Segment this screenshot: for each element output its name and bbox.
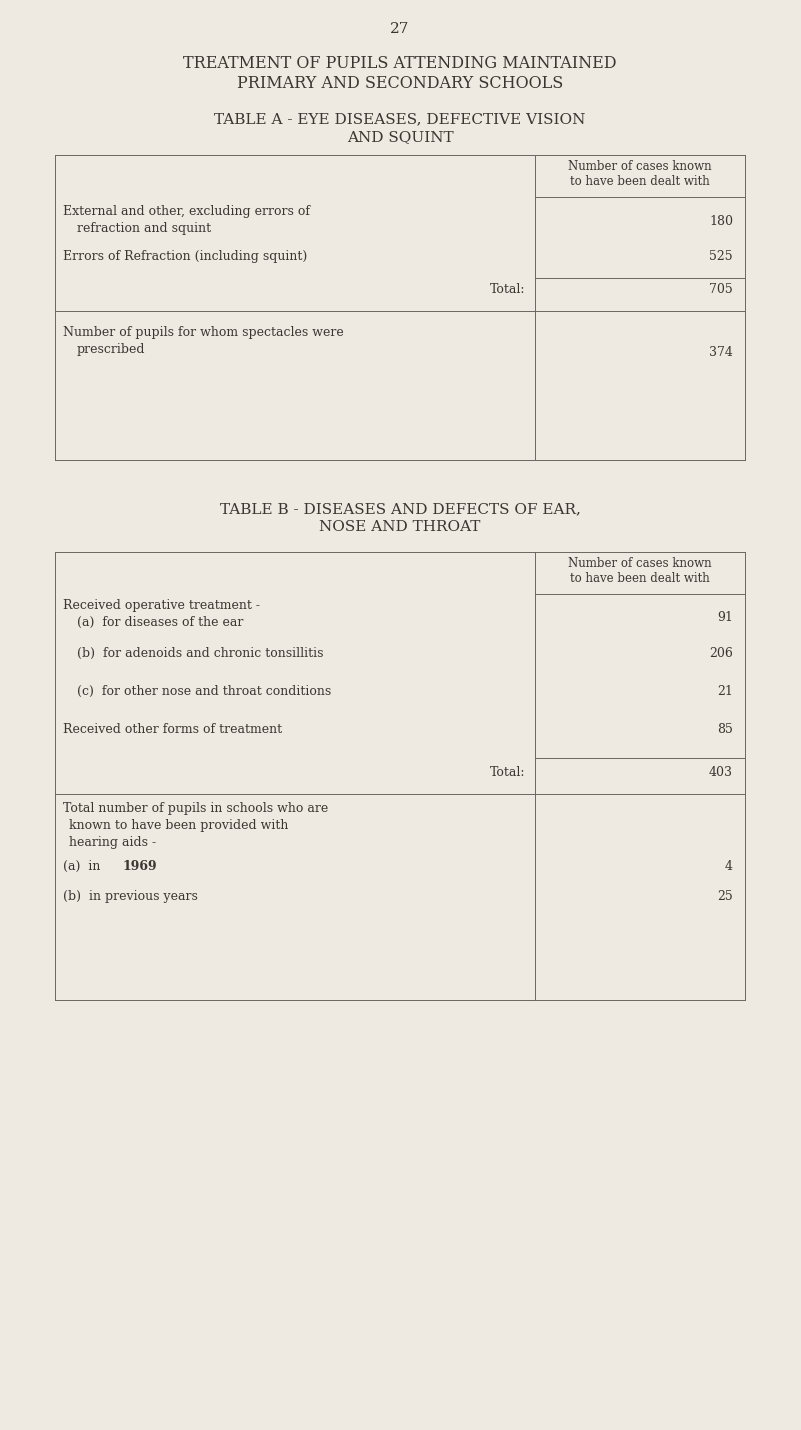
Text: 91: 91 [717,611,733,623]
Text: refraction and squint: refraction and squint [77,222,211,235]
Text: PRIMARY AND SECONDARY SCHOOLS: PRIMARY AND SECONDARY SCHOOLS [237,74,563,92]
Text: Number of cases known: Number of cases known [568,558,712,571]
Text: Received operative treatment -: Received operative treatment - [63,599,260,612]
Text: 27: 27 [390,21,409,36]
Text: prescribed: prescribed [77,343,146,356]
Text: 85: 85 [717,724,733,736]
Text: 180: 180 [709,214,733,227]
Text: (a)  in: (a) in [63,859,104,872]
Text: 525: 525 [710,250,733,263]
Text: 25: 25 [717,889,733,902]
Text: TREATMENT OF PUPILS ATTENDING MAINTAINED: TREATMENT OF PUPILS ATTENDING MAINTAINED [183,54,617,72]
Text: hearing aids -: hearing aids - [69,837,156,849]
Text: (b)  in previous years: (b) in previous years [63,889,198,902]
Text: Received other forms of treatment: Received other forms of treatment [63,724,282,736]
Text: 4: 4 [725,859,733,872]
Text: 21: 21 [717,685,733,698]
Text: Number of pupils for whom spectacles were: Number of pupils for whom spectacles wer… [63,326,344,339]
Text: External and other, excluding errors of: External and other, excluding errors of [63,204,310,217]
Text: 1969: 1969 [123,859,158,872]
Text: 403: 403 [709,766,733,779]
Text: Total number of pupils in schools who are: Total number of pupils in schools who ar… [63,802,328,815]
Text: Total:: Total: [489,283,525,296]
Text: 374: 374 [709,346,733,359]
Text: to have been dealt with: to have been dealt with [570,572,710,585]
Text: 705: 705 [709,283,733,296]
Text: Number of cases known: Number of cases known [568,160,712,173]
Text: (b)  for adenoids and chronic tonsillitis: (b) for adenoids and chronic tonsillitis [77,646,324,661]
Text: Errors of Refraction (including squint): Errors of Refraction (including squint) [63,250,308,263]
Text: NOSE AND THROAT: NOSE AND THROAT [320,521,481,533]
Text: (a)  for diseases of the ear: (a) for diseases of the ear [77,616,244,629]
Text: TABLE A - EYE DISEASES, DEFECTIVE VISION: TABLE A - EYE DISEASES, DEFECTIVE VISION [215,112,586,126]
Text: AND SQUINT: AND SQUINT [347,130,453,144]
Text: to have been dealt with: to have been dealt with [570,174,710,187]
Text: (c)  for other nose and throat conditions: (c) for other nose and throat conditions [77,685,332,698]
Text: Total:: Total: [489,766,525,779]
Text: known to have been provided with: known to have been provided with [69,819,288,832]
Text: 206: 206 [709,646,733,661]
Text: TABLE B - DISEASES AND DEFECTS OF EAR,: TABLE B - DISEASES AND DEFECTS OF EAR, [219,502,581,516]
